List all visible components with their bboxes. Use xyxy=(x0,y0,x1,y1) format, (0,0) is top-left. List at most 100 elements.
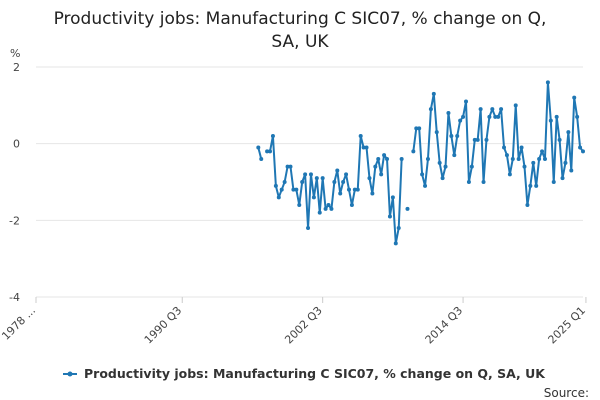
data-point[interactable] xyxy=(522,164,527,169)
data-point[interactable] xyxy=(341,180,346,184)
data-point[interactable] xyxy=(358,134,363,138)
data-point[interactable] xyxy=(440,176,445,181)
data-point[interactable] xyxy=(379,172,384,177)
data-point[interactable] xyxy=(417,126,422,131)
data-point[interactable] xyxy=(294,187,299,192)
data-point[interactable] xyxy=(399,157,404,161)
data-point[interactable] xyxy=(364,145,369,150)
data-point[interactable] xyxy=(282,180,287,184)
data-point[interactable] xyxy=(551,180,556,184)
data-point[interactable] xyxy=(291,187,296,192)
data-point[interactable] xyxy=(572,95,577,100)
data-point[interactable] xyxy=(569,168,574,173)
data-point[interactable] xyxy=(335,168,340,173)
data-point[interactable] xyxy=(376,157,381,161)
data-point[interactable] xyxy=(513,103,518,108)
data-point[interactable] xyxy=(414,126,419,131)
data-point[interactable] xyxy=(502,145,507,150)
data-point[interactable] xyxy=(431,91,436,96)
data-point[interactable] xyxy=(428,107,433,112)
data-point[interactable] xyxy=(481,180,486,184)
data-point[interactable] xyxy=(469,164,474,169)
data-point[interactable] xyxy=(385,157,390,161)
data-point[interactable] xyxy=(493,114,498,119)
data-point[interactable] xyxy=(484,137,489,142)
data-point[interactable] xyxy=(367,176,372,181)
data-point[interactable] xyxy=(285,164,290,169)
data-point[interactable] xyxy=(458,118,463,123)
data-point[interactable] xyxy=(393,241,398,246)
data-point[interactable] xyxy=(545,80,550,85)
data-point[interactable] xyxy=(566,130,571,135)
data-point[interactable] xyxy=(390,195,395,200)
data-point[interactable] xyxy=(519,145,524,150)
data-point[interactable] xyxy=(548,118,553,123)
data-point[interactable] xyxy=(434,130,439,135)
data-point[interactable] xyxy=(554,114,559,119)
data-point[interactable] xyxy=(320,176,325,181)
data-point[interactable] xyxy=(446,111,451,115)
data-point[interactable] xyxy=(443,164,448,169)
data-point[interactable] xyxy=(370,191,375,196)
data-point[interactable] xyxy=(490,107,495,112)
data-point[interactable] xyxy=(270,134,275,138)
data-point[interactable] xyxy=(387,214,392,219)
data-point[interactable] xyxy=(499,107,504,112)
data-point[interactable] xyxy=(531,160,536,165)
data-point[interactable] xyxy=(373,164,378,169)
data-point[interactable] xyxy=(259,157,264,161)
data-point[interactable] xyxy=(581,149,585,154)
data-point[interactable] xyxy=(557,137,562,142)
data-point[interactable] xyxy=(466,180,471,184)
data-point[interactable] xyxy=(425,157,430,161)
data-point[interactable] xyxy=(437,160,442,165)
data-point[interactable] xyxy=(537,157,542,161)
data-point[interactable] xyxy=(300,180,305,184)
data-point[interactable] xyxy=(297,203,302,207)
data-point[interactable] xyxy=(361,145,366,150)
data-point[interactable] xyxy=(452,153,457,158)
data-point[interactable] xyxy=(276,195,281,200)
data-point[interactable] xyxy=(516,157,521,161)
data-point[interactable] xyxy=(349,203,354,207)
data-point[interactable] xyxy=(256,145,261,150)
legend[interactable]: Productivity jobs: Manufacturing C SIC07… xyxy=(63,366,546,381)
data-point[interactable] xyxy=(478,107,483,112)
data-point[interactable] xyxy=(423,183,428,188)
data-point[interactable] xyxy=(449,134,454,138)
data-point[interactable] xyxy=(528,183,533,188)
data-point[interactable] xyxy=(510,157,515,161)
data-point[interactable] xyxy=(317,210,322,215)
data-point[interactable] xyxy=(265,149,270,154)
data-point[interactable] xyxy=(496,114,501,119)
data-point[interactable] xyxy=(332,180,337,184)
data-point[interactable] xyxy=(273,183,278,188)
data-point[interactable] xyxy=(308,172,313,177)
data-point[interactable] xyxy=(303,172,308,177)
data-point[interactable] xyxy=(487,114,492,119)
data-point[interactable] xyxy=(575,114,580,119)
data-point[interactable] xyxy=(560,176,565,181)
data-point[interactable] xyxy=(472,137,477,142)
data-point[interactable] xyxy=(525,203,530,207)
data-point[interactable] xyxy=(563,160,568,165)
data-point[interactable] xyxy=(463,99,468,104)
data-point[interactable] xyxy=(455,134,460,138)
data-point[interactable] xyxy=(382,153,387,158)
data-point[interactable] xyxy=(578,145,583,150)
data-point[interactable] xyxy=(344,172,349,177)
data-point[interactable] xyxy=(314,176,319,181)
data-point[interactable] xyxy=(352,187,357,192)
data-point[interactable] xyxy=(311,195,316,200)
data-point[interactable] xyxy=(420,172,425,177)
data-point[interactable] xyxy=(329,206,334,211)
data-point[interactable] xyxy=(396,226,401,230)
data-point[interactable] xyxy=(504,153,509,158)
data-point[interactable] xyxy=(355,187,360,192)
data-point[interactable] xyxy=(475,137,480,142)
data-point[interactable] xyxy=(534,183,539,188)
data-point[interactable] xyxy=(540,149,545,154)
data-point[interactable] xyxy=(461,114,466,119)
data-point[interactable] xyxy=(306,226,311,230)
data-point[interactable] xyxy=(346,187,351,192)
